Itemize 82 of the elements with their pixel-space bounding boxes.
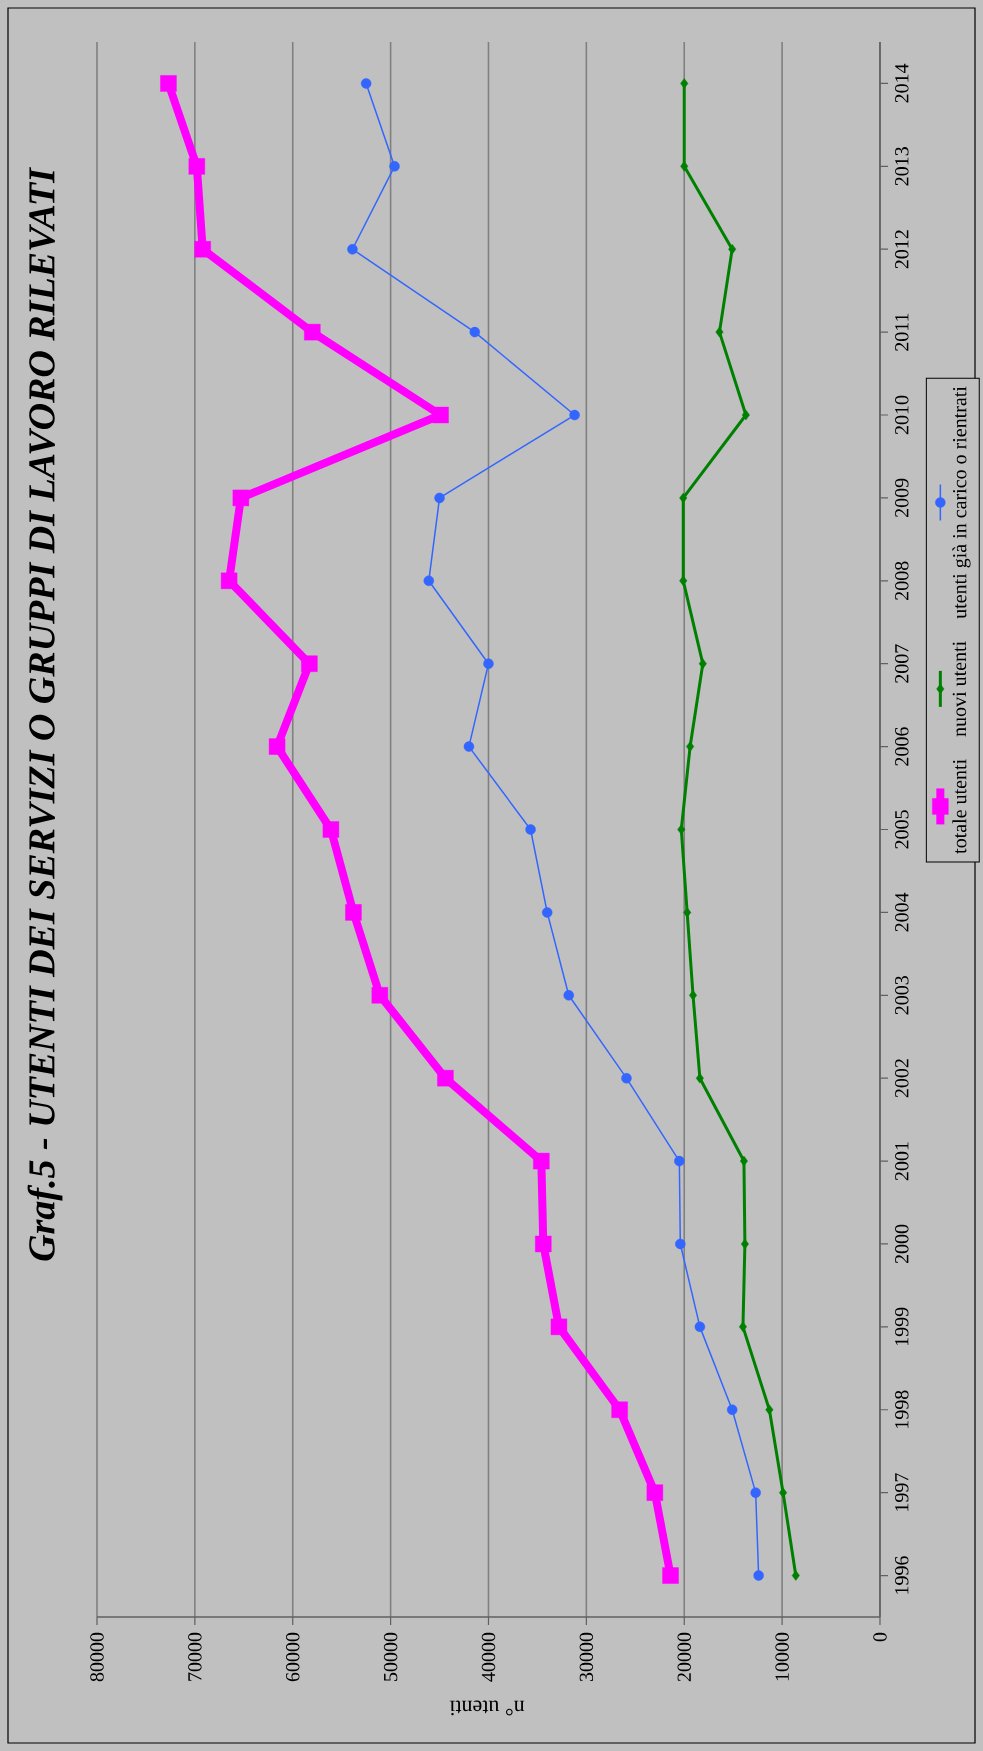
- point: [301, 655, 318, 672]
- y-tick-label: 2002: [895, 1059, 909, 1098]
- point: [304, 323, 321, 341]
- y-tick-label: 2011: [895, 313, 909, 351]
- x-tick-label: 10000: [775, 1632, 789, 1681]
- point: [347, 244, 358, 255]
- x-tick-label: 40000: [481, 1632, 496, 1682]
- point: [220, 572, 238, 590]
- legend-label: utenti già in carico o rientrati: [952, 386, 971, 619]
- point: [726, 1404, 738, 1415]
- legend-label: totale utenti: [952, 759, 967, 854]
- point: [525, 824, 536, 835]
- x-tick-label: 30000: [579, 1632, 594, 1682]
- point: [569, 409, 580, 421]
- x-tick-label: 70000: [188, 1632, 202, 1681]
- point: [533, 1152, 550, 1170]
- point: [232, 489, 250, 507]
- point: [715, 326, 724, 338]
- y-tick-label: 2013: [895, 147, 909, 186]
- point: [694, 1321, 706, 1333]
- point: [686, 741, 695, 752]
- point: [432, 406, 449, 424]
- point: [389, 161, 400, 172]
- point: [483, 658, 494, 669]
- y-tick-label: 1996: [895, 1556, 909, 1594]
- point: [371, 987, 389, 1004]
- point: [791, 1570, 800, 1581]
- point: [621, 1072, 632, 1084]
- x-tick-label: 20000: [677, 1632, 691, 1682]
- text: Graf.5 - UTENTI DEI SERVIZI O GRUPPI DI LAVORO RILEVATI: [27, 167, 63, 1261]
- point: [550, 1318, 568, 1336]
- point: [535, 1235, 552, 1253]
- x-tick-label: 60000: [285, 1632, 300, 1682]
- x-tick-label: 0: [873, 1632, 887, 1642]
- point: [662, 1567, 679, 1584]
- point: [680, 161, 689, 172]
- y-tick-label: 2007: [895, 644, 909, 683]
- y-tick-label: 2014: [895, 63, 909, 103]
- point: [753, 1570, 764, 1581]
- point: [194, 241, 211, 258]
- point: [322, 821, 340, 838]
- y-tick-label: 2001: [895, 1142, 909, 1181]
- point: [675, 1238, 686, 1250]
- y-tick-label: 2003: [895, 976, 909, 1015]
- point: [680, 78, 689, 89]
- point: [345, 904, 362, 921]
- point: [268, 738, 286, 755]
- y-tick-label: 1998: [895, 1390, 909, 1428]
- point: [423, 575, 434, 587]
- point: [469, 326, 480, 338]
- y-tick-label: 2009: [895, 478, 909, 518]
- point: [188, 158, 206, 175]
- y-tick-label: 2008: [895, 561, 909, 600]
- point: [160, 75, 177, 92]
- y-tick-label: 1997: [895, 1473, 909, 1511]
- point: [434, 492, 445, 504]
- y-tick-label: 2010: [895, 395, 909, 435]
- point: [437, 1069, 454, 1087]
- point: [698, 658, 707, 669]
- point: [611, 1401, 628, 1418]
- point: [674, 1155, 685, 1167]
- x-axis-title: n° utenti: [449, 1700, 525, 1716]
- point: [542, 907, 553, 918]
- legend-label: nuovi utenti: [952, 641, 967, 737]
- y-tick-label: 2012: [895, 230, 909, 269]
- point: [360, 78, 372, 89]
- y-tick-label: 2000: [895, 1224, 909, 1264]
- point: [463, 741, 475, 752]
- point: [750, 1487, 761, 1498]
- point: [677, 824, 686, 835]
- point: [646, 1484, 664, 1501]
- point: [779, 1487, 788, 1498]
- x-tick-label: 50000: [383, 1632, 398, 1681]
- y-tick-label: 1999: [895, 1307, 909, 1346]
- x-tick-label: 80000: [90, 1632, 104, 1682]
- point: [728, 244, 737, 255]
- point: [741, 409, 750, 421]
- point: [563, 990, 574, 1001]
- y-tick-label: 2006: [895, 727, 909, 766]
- y-tick-label: 2005: [895, 810, 909, 849]
- point: [765, 1404, 774, 1415]
- y-tick-label: 2004: [895, 892, 909, 932]
